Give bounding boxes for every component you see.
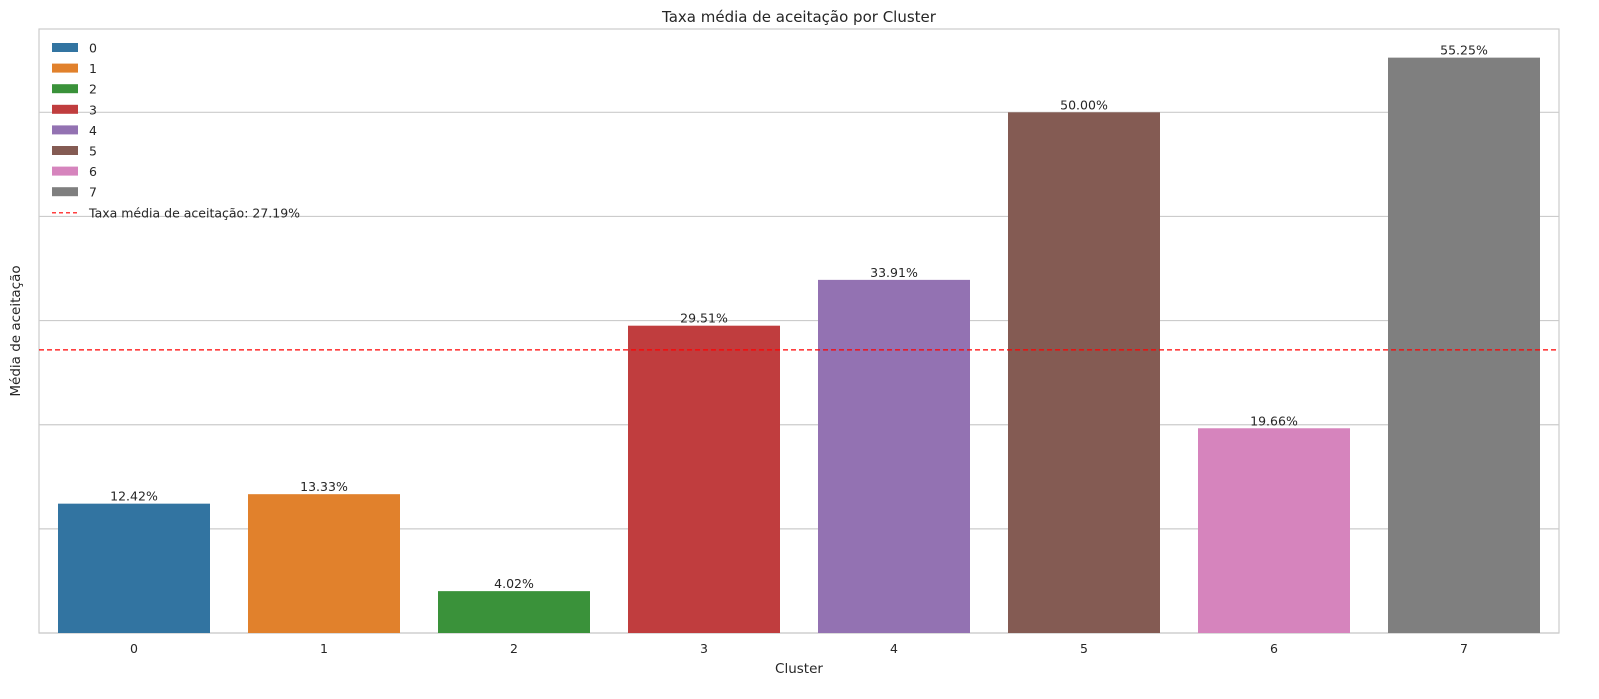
legend-entry-label: 3 [89,102,97,117]
legend-swatch [52,187,78,197]
x-tick-label: 7 [1460,641,1468,656]
bar-value-label: 12.42% [110,489,158,504]
legend-swatch [52,125,78,135]
bars [58,57,1540,633]
legend-swatch [52,146,78,155]
legend-swatch [52,104,78,114]
bar-value-label: 13.33% [300,479,348,494]
bar-cluster-5 [1008,112,1160,633]
x-tick-label: 4 [890,641,898,656]
legend-entry-label: 5 [89,144,97,159]
plot-frame [38,28,1560,634]
legend-entry-label: 2 [89,82,97,97]
bar-value-label: 50.00% [1060,97,1108,112]
bar-cluster-0 [58,503,210,633]
bar-value-label: 55.25% [1440,43,1488,58]
bar-cluster-4 [818,279,970,633]
bar-value-label: 33.91% [870,265,918,280]
legend-reference-label: Taxa média de aceitação: 27.19% [88,205,300,220]
legend-entry-label: 1 [89,61,97,76]
chart-title: Taxa média de aceitação por Cluster [661,8,937,26]
legend-swatch [52,63,78,73]
x-tick-labels: 0 1 2 3 4 5 6 7 [130,641,1468,656]
bar-cluster-3 [628,325,780,633]
bar-value-label: 4.02% [494,576,534,591]
bar-cluster-7 [1388,57,1540,633]
legend-entry-label: 6 [89,164,97,179]
legend-entry-label: 0 [89,41,97,56]
x-tick-label: 1 [320,641,328,656]
x-tick-label: 3 [700,641,708,656]
bar-value-label: 19.66% [1250,413,1298,428]
bar-cluster-2 [438,591,590,633]
x-tick-label: 0 [130,641,138,656]
x-tick-label: 5 [1080,641,1088,656]
legend-swatch [52,166,78,176]
legend-swatch [52,43,78,52]
legend-swatch [52,84,78,94]
bar-value-label: 29.51% [680,311,728,326]
legend-entry-label: 4 [89,123,97,138]
bar-value-labels: 12.42% 13.33% 4.02% 29.51% 33.91% 50.00% 19.66… [110,43,1488,591]
bar-cluster-1 [248,494,400,633]
x-tick-label: 6 [1270,641,1278,656]
y-axis-label: Média de aceitação [8,265,24,396]
x-axis-label: Cluster [775,661,823,677]
legend: 0 1 2 3 4 5 6 7 Taxa média de aceitação: 27.19% [52,41,300,220]
x-tick-label: 2 [510,641,518,656]
legend-entry-label: 7 [89,185,97,200]
bar-cluster-6 [1198,428,1350,633]
